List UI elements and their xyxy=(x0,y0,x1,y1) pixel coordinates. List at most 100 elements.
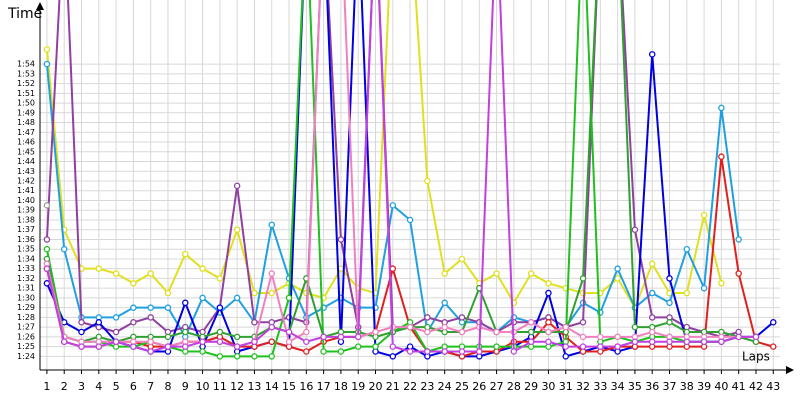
y-axis-title: Time xyxy=(7,6,42,22)
point xyxy=(424,328,431,336)
point xyxy=(130,319,137,326)
point xyxy=(268,353,275,360)
x-tick-label: 41 xyxy=(732,380,746,393)
x-tick-label: 25 xyxy=(455,380,469,393)
point xyxy=(614,333,621,341)
point xyxy=(164,304,172,311)
point xyxy=(95,343,103,350)
x-tick-label: 8 xyxy=(164,380,171,393)
point xyxy=(251,353,258,360)
point xyxy=(545,280,552,287)
point xyxy=(147,270,154,277)
point xyxy=(614,265,621,272)
point xyxy=(579,343,587,350)
point xyxy=(268,323,275,331)
point xyxy=(199,265,206,272)
x-tick-label: 18 xyxy=(334,380,348,393)
point xyxy=(199,338,206,345)
x-tick-label: 2 xyxy=(61,380,68,393)
plot-area xyxy=(43,0,777,360)
y-tick-label: 1:42 xyxy=(17,177,35,186)
point xyxy=(43,245,51,253)
x-tick-label: 21 xyxy=(386,380,400,393)
point xyxy=(406,348,414,355)
x-tick-label: 39 xyxy=(697,380,711,393)
point xyxy=(354,343,362,350)
point xyxy=(545,289,552,297)
point xyxy=(527,270,535,277)
x-tick-label: 11 xyxy=(213,380,227,393)
point xyxy=(268,221,275,229)
x-tick-label: 26 xyxy=(472,380,486,393)
point xyxy=(216,338,224,345)
point xyxy=(78,343,85,350)
x-tick-label: 24 xyxy=(438,380,452,393)
y-tick-label: 1:38 xyxy=(17,215,35,224)
point xyxy=(43,265,51,272)
y-tick-label: 1:28 xyxy=(17,313,35,322)
x-tick-label: 19 xyxy=(351,380,365,393)
x-axis-arrow xyxy=(786,366,794,374)
y-tick-label: 1:32 xyxy=(17,274,35,283)
point xyxy=(406,216,414,224)
point xyxy=(78,328,85,336)
x-tick-label: 23 xyxy=(420,380,434,393)
x-tick-label: 36 xyxy=(645,380,659,393)
y-tick-label: 1:54 xyxy=(17,60,35,69)
point xyxy=(233,294,241,302)
point xyxy=(216,353,224,360)
point xyxy=(562,323,569,331)
point xyxy=(147,338,154,345)
point xyxy=(718,153,725,160)
point xyxy=(735,333,742,341)
y-tick-label: 1:51 xyxy=(17,89,35,98)
point xyxy=(78,319,85,326)
y-tick-label: 1:31 xyxy=(17,284,35,293)
point xyxy=(424,177,431,185)
y-tick-label: 1:40 xyxy=(17,196,35,205)
point xyxy=(233,182,241,190)
x-tick-label: 34 xyxy=(611,380,625,393)
point xyxy=(320,333,327,341)
point xyxy=(648,314,656,321)
point xyxy=(545,328,552,336)
point xyxy=(718,338,725,345)
point xyxy=(164,333,172,341)
point xyxy=(700,211,708,219)
y-tick-label: 1:27 xyxy=(17,323,35,332)
point xyxy=(130,343,137,350)
point xyxy=(683,289,691,297)
point xyxy=(216,304,224,311)
point xyxy=(354,333,362,341)
point xyxy=(199,294,206,302)
x-tick-label: 3 xyxy=(78,380,85,393)
point xyxy=(233,226,241,233)
point xyxy=(579,275,587,282)
point xyxy=(147,348,154,355)
y-tick-label: 1:45 xyxy=(17,147,35,156)
y-tick-label: 1:52 xyxy=(17,79,35,88)
x-tick-label: 5 xyxy=(113,380,120,393)
x-tick-label: 40 xyxy=(714,380,728,393)
point xyxy=(527,328,535,336)
point xyxy=(735,270,742,277)
point xyxy=(182,328,189,336)
y-tick-label: 1:30 xyxy=(17,293,35,302)
y-tick-label: 1:29 xyxy=(17,303,35,312)
point xyxy=(112,314,120,321)
point xyxy=(199,348,206,355)
x-tick-label: 13 xyxy=(247,380,261,393)
point xyxy=(251,338,258,345)
point xyxy=(43,236,51,243)
x-tick-label: 37 xyxy=(663,380,677,393)
point xyxy=(752,333,760,341)
x-tick-label: 7 xyxy=(147,380,154,393)
y-tick-label: 1:53 xyxy=(17,69,35,78)
point xyxy=(527,319,535,326)
point xyxy=(337,236,345,243)
point xyxy=(95,319,103,326)
point xyxy=(337,348,345,355)
point xyxy=(130,280,137,287)
point xyxy=(389,353,397,360)
point xyxy=(164,289,172,297)
